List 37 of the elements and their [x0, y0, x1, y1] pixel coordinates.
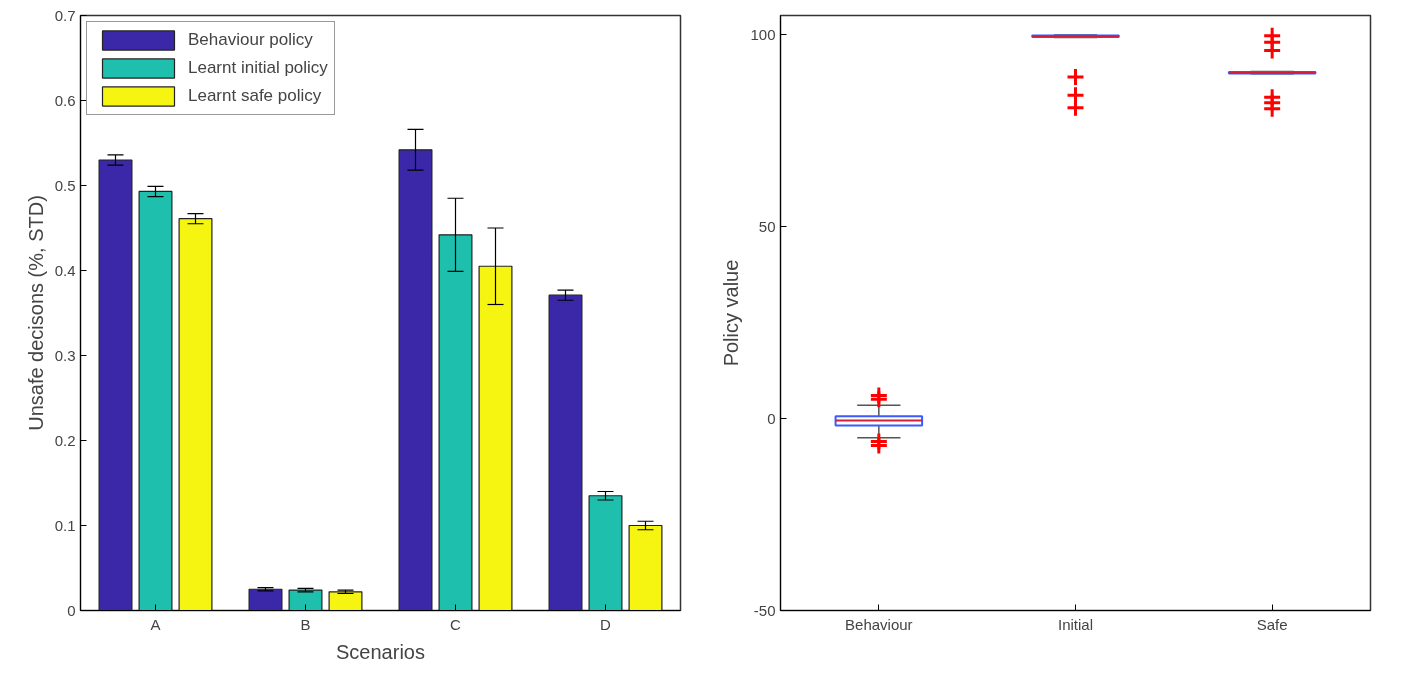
- bar: [98, 159, 133, 611]
- bar: [138, 190, 173, 611]
- y-tick-label: 0.1: [54, 516, 76, 534]
- bar: [628, 524, 663, 611]
- legend-label: Learnt initial policy: [188, 58, 328, 78]
- x-tick-label: Initial: [1057, 615, 1094, 633]
- y-tick-label: 0.2: [54, 431, 76, 449]
- legend-label: Behaviour policy: [188, 30, 313, 50]
- legend-label: Learnt safe policy: [188, 86, 322, 106]
- y-axis-title: Unsafe decisons (%, STD): [24, 195, 47, 431]
- bar: [398, 149, 433, 611]
- x-tick-label: Safe: [1256, 615, 1288, 633]
- bar: [548, 294, 583, 611]
- y-tick-label: 0.7: [54, 6, 76, 24]
- bar: [178, 218, 213, 611]
- x-tick-label: B: [300, 615, 311, 633]
- y-tick-label: -50: [753, 601, 776, 619]
- y-tick-label: 50: [758, 217, 776, 235]
- bar: [328, 591, 363, 611]
- x-axis-title: Scenarios: [336, 640, 425, 663]
- y-tick-label: 0: [67, 601, 76, 619]
- bar: [478, 265, 513, 611]
- bar: [248, 588, 283, 611]
- y-tick-label: 0.3: [54, 346, 76, 364]
- y-tick-label: 100: [750, 25, 776, 43]
- x-tick-label: C: [450, 615, 462, 633]
- x-tick-label: Behaviour: [845, 615, 913, 633]
- y-tick-label: 0.6: [54, 91, 76, 109]
- y-tick-label: 0.4: [54, 261, 76, 279]
- x-tick-label: A: [150, 615, 161, 633]
- bar: [588, 495, 623, 611]
- y-tick-label: 0: [767, 409, 776, 427]
- y-axis-title: Policy value: [720, 259, 743, 367]
- bar: [288, 589, 323, 611]
- bar: [438, 234, 473, 611]
- x-tick-label: D: [600, 615, 612, 633]
- y-tick-label: 0.5: [54, 176, 76, 194]
